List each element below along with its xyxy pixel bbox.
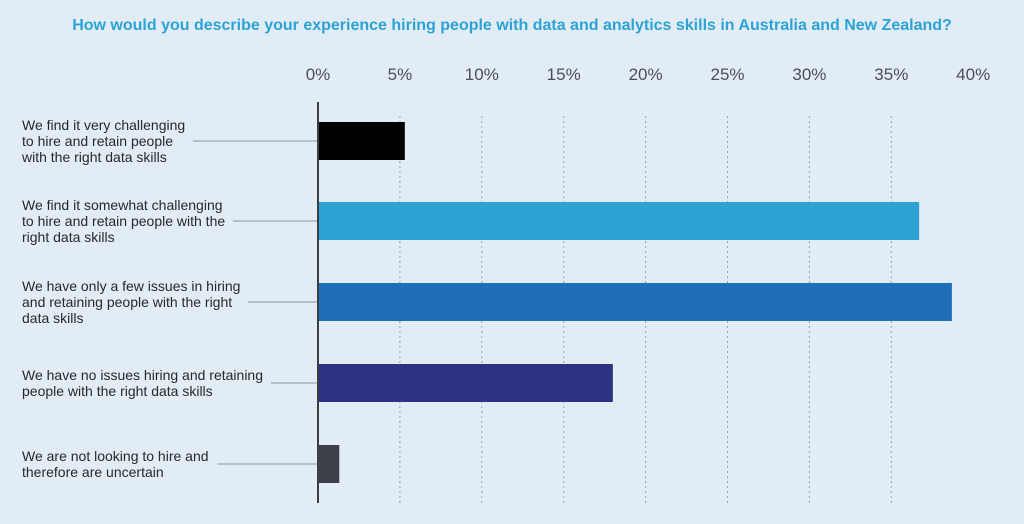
category-label-line: We have no issues hiring and retaining (22, 367, 264, 383)
x-tick-label: 15% (547, 65, 581, 84)
x-tick-label: 25% (710, 65, 744, 84)
category-label: We have no issues hiring and retaining pe… (22, 367, 263, 399)
x-tick-label: 35% (874, 65, 908, 84)
category-label-line: We find it somewhat challenging (22, 197, 223, 213)
x-tick-label: 40% (956, 65, 990, 84)
bar (318, 364, 613, 402)
category-label-line: with the right data skills (22, 149, 167, 165)
category-label: We have only a few issues in hiring and r… (22, 278, 240, 326)
chart-title: How would you describe your experience h… (72, 17, 952, 34)
category-label-line: to hire and retain people with the (22, 213, 226, 229)
category-label: We find it very challenging to hire and r… (22, 117, 185, 165)
category-label-line: data skills (22, 310, 84, 326)
bar (318, 445, 340, 483)
x-tick-label: 20% (629, 65, 663, 84)
bar (318, 283, 952, 321)
x-tick-label: 5% (388, 65, 413, 84)
x-tick-label: 0% (306, 65, 331, 84)
category-label-line: people with the right data skills (22, 383, 213, 399)
category-label-line: therefore are uncertain (22, 464, 164, 480)
category-label-line: We have only a few issues in hiring (22, 278, 241, 294)
x-tick-label: 30% (792, 65, 826, 84)
bar (318, 202, 920, 240)
bar (318, 122, 405, 160)
category-label-line: right data skills (22, 229, 115, 245)
x-tick-label: 10% (465, 65, 499, 84)
category-label-line: and retaining people with the right (22, 294, 233, 310)
category-label-line: to hire and retain people (22, 133, 173, 149)
category-label: We find it somewhat challenging to hire a… (22, 197, 225, 245)
category-label-line: We find it very challenging (22, 117, 186, 133)
category-label-line: We are not looking to hire and (22, 448, 209, 464)
category-label: We are not looking to hire and therefore … (22, 448, 209, 480)
